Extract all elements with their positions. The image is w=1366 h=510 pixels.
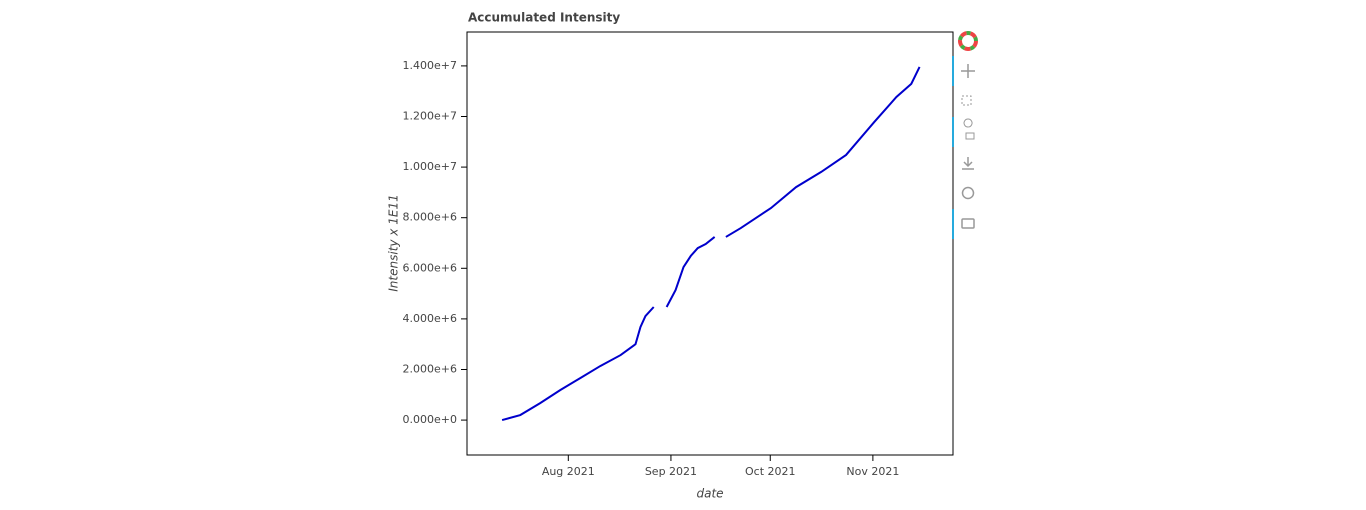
pan-tool[interactable] [961,64,975,78]
y-tick-label: 8.000e+6 [403,211,457,224]
y-tick-label: 0.000e+0 [403,413,457,426]
y-tick-label: 1.200e+7 [403,109,457,122]
x-tick-label: Nov 2021 [846,465,899,478]
toolbar [952,31,978,239]
y-tick-label: 4.000e+6 [403,312,457,325]
wheel-zoom-tool[interactable] [963,118,975,140]
y-tick-label: 1.000e+7 [403,160,457,173]
x-tick-label: Oct 2021 [745,465,796,478]
x-axis-label: date [696,487,723,501]
data-line [501,66,921,422]
active-indicator [952,209,954,239]
box-zoom-tool[interactable] [961,95,972,106]
bokeh-logo-part [958,31,978,51]
x-tick-label: Aug 2021 [542,465,595,478]
chart-title: Accumulated Intensity [468,11,620,25]
plot-frame [466,31,954,456]
y-tick-label: 6.000e+6 [403,261,457,274]
save-tool[interactable] [962,157,974,170]
y-tick-label: 2.000e+6 [403,362,457,375]
y-tick-label: 1.400e+7 [403,59,457,72]
reset-tool[interactable] [961,186,975,200]
hover-tool[interactable] [961,218,975,229]
active-indicator [952,56,954,86]
y-axis-label: Intensity x 1E11 [387,194,401,291]
x-tick-label: Sep 2021 [645,465,697,478]
active-indicator [952,117,954,147]
